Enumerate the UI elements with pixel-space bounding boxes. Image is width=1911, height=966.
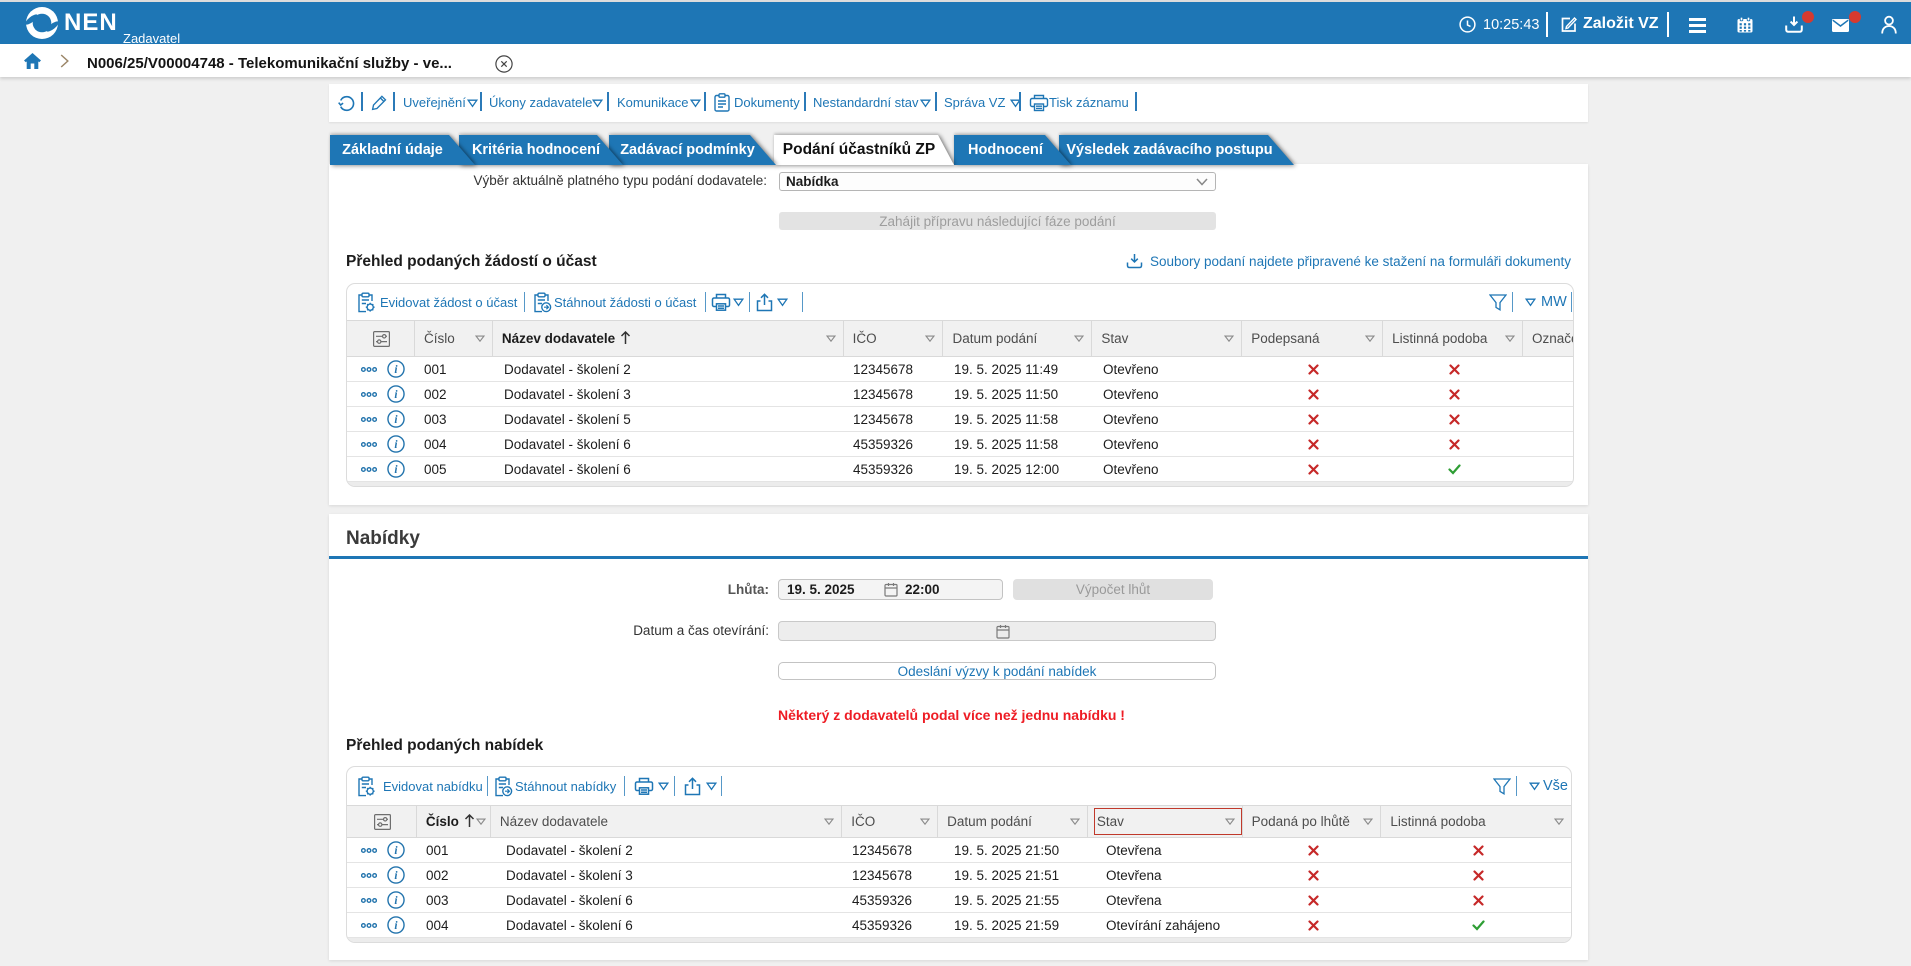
svg-text:i: i: [394, 439, 398, 451]
svg-text:i: i: [394, 464, 398, 476]
svg-text:i: i: [394, 364, 398, 376]
svg-text:i: i: [394, 389, 398, 401]
svg-text:i: i: [394, 870, 398, 882]
svg-text:i: i: [394, 414, 398, 426]
svg-text:i: i: [394, 920, 398, 932]
svg-text:i: i: [394, 895, 398, 907]
svg-text:i: i: [394, 845, 398, 857]
